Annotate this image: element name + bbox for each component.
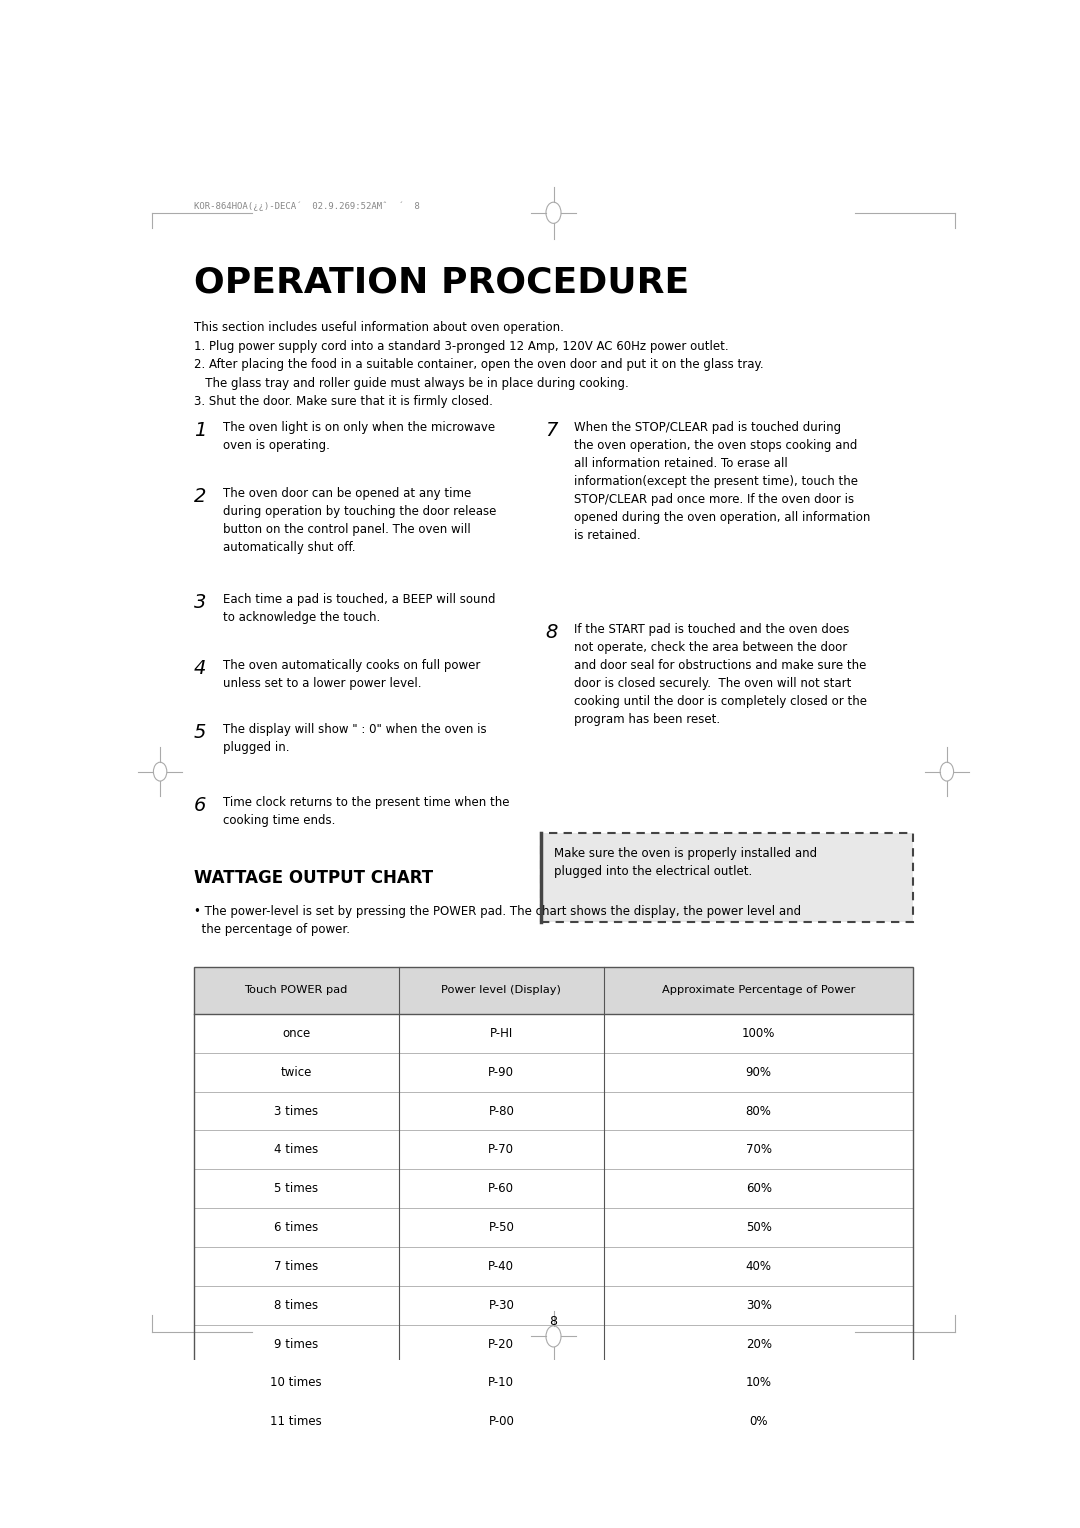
Text: 6 times: 6 times	[274, 1221, 319, 1235]
Bar	[193, 967, 914, 1441]
Text: P-90: P-90	[488, 1065, 514, 1079]
Text: WATTAGE OUTPUT CHART: WATTAGE OUTPUT CHART	[193, 869, 433, 888]
Text: 8 times: 8 times	[274, 1299, 319, 1311]
Text: 80%: 80%	[745, 1105, 771, 1117]
Text: 10%: 10%	[745, 1377, 771, 1389]
Text: Make sure the oven is properly installed and
plugged into the electrical outlet.: Make sure the oven is properly installed…	[554, 847, 818, 879]
Text: Power level (Display): Power level (Display)	[442, 986, 562, 995]
Text: P-10: P-10	[488, 1377, 514, 1389]
Bar	[193, 1363, 914, 1403]
Text: 90%: 90%	[745, 1065, 771, 1079]
Text: 4: 4	[193, 659, 206, 678]
Text: once: once	[282, 1027, 310, 1041]
Text: Approximate Percentage of Power: Approximate Percentage of Power	[662, 986, 855, 995]
Text: 3: 3	[193, 593, 206, 611]
Text: Each time a pad is touched, a BEEP will sound
to acknowledge the touch.: Each time a pad is touched, a BEEP will …	[222, 593, 496, 623]
Text: 20%: 20%	[745, 1337, 771, 1351]
Text: When the STOP/CLEAR pad is touched during
the oven operation, the oven stops coo: When the STOP/CLEAR pad is touched durin…	[575, 422, 870, 542]
Text: 9 times: 9 times	[274, 1337, 319, 1351]
Text: 2: 2	[193, 487, 206, 506]
Text: P-60: P-60	[488, 1183, 514, 1195]
Text: P-20: P-20	[488, 1337, 514, 1351]
Text: Time clock returns to the present time when the
cooking time ends.: Time clock returns to the present time w…	[222, 796, 510, 827]
Text: P-40: P-40	[488, 1261, 514, 1273]
Bar	[193, 1015, 914, 1053]
Text: If the START pad is touched and the oven does
not operate, check the area betwee: If the START pad is touched and the oven…	[575, 623, 867, 726]
Text: P-70: P-70	[488, 1143, 514, 1157]
Text: 11 times: 11 times	[270, 1415, 322, 1429]
Text: 100%: 100%	[742, 1027, 775, 1041]
Text: 1: 1	[193, 422, 206, 440]
Text: The display will show " : 0" when the oven is
plugged in.: The display will show " : 0" when the ov…	[222, 723, 486, 755]
Text: 40%: 40%	[745, 1261, 771, 1273]
Bar	[193, 1053, 914, 1091]
Text: twice: twice	[281, 1065, 312, 1079]
Text: 7 times: 7 times	[274, 1261, 319, 1273]
Bar	[193, 1169, 914, 1209]
Text: 5: 5	[193, 723, 206, 743]
Bar	[193, 1131, 914, 1169]
Text: 50%: 50%	[745, 1221, 771, 1235]
Text: P-50: P-50	[488, 1221, 514, 1235]
Text: 8: 8	[550, 1314, 557, 1328]
Text: 4 times: 4 times	[274, 1143, 319, 1157]
Text: 30%: 30%	[745, 1299, 771, 1311]
Bar	[193, 1285, 914, 1325]
Text: OPERATION PROCEDURE: OPERATION PROCEDURE	[193, 266, 689, 299]
Text: KOR-864HOA(¿¿)-DECA´  02.9.269:52AMˆ  ´  8: KOR-864HOA(¿¿)-DECA´ 02.9.269:52AMˆ ´ 8	[193, 202, 419, 211]
Text: 60%: 60%	[745, 1183, 771, 1195]
Text: 10 times: 10 times	[270, 1377, 322, 1389]
Text: 70%: 70%	[745, 1143, 771, 1157]
Bar	[193, 1247, 914, 1285]
Bar	[193, 1325, 914, 1363]
Bar	[193, 1209, 914, 1247]
Bar	[193, 1403, 914, 1441]
Text: P-00: P-00	[488, 1415, 514, 1429]
Text: • The power-level is set by pressing the POWER pad. The chart shows the display,: • The power-level is set by pressing the…	[193, 905, 800, 935]
Text: 0%: 0%	[750, 1415, 768, 1429]
Text: 5 times: 5 times	[274, 1183, 319, 1195]
Text: P-HI: P-HI	[489, 1027, 513, 1041]
Text: P-30: P-30	[488, 1299, 514, 1311]
FancyBboxPatch shape	[541, 833, 914, 923]
Bar	[193, 1091, 914, 1131]
Text: This section includes useful information about oven operation.
1. Plug power sup: This section includes useful information…	[193, 321, 764, 408]
Text: 7: 7	[545, 422, 557, 440]
Text: P-80: P-80	[488, 1105, 514, 1117]
Text: The oven light is on only when the microwave
oven is operating.: The oven light is on only when the micro…	[222, 422, 495, 452]
Text: 8: 8	[545, 623, 557, 642]
Bar	[193, 967, 914, 1015]
Text: The oven door can be opened at any time
during operation by touching the door re: The oven door can be opened at any time …	[222, 487, 497, 555]
Text: The oven automatically cooks on full power
unless set to a lower power level.: The oven automatically cooks on full pow…	[222, 659, 481, 689]
Text: 3 times: 3 times	[274, 1105, 319, 1117]
Text: Touch POWER pad: Touch POWER pad	[244, 986, 348, 995]
Text: 6: 6	[193, 796, 206, 816]
